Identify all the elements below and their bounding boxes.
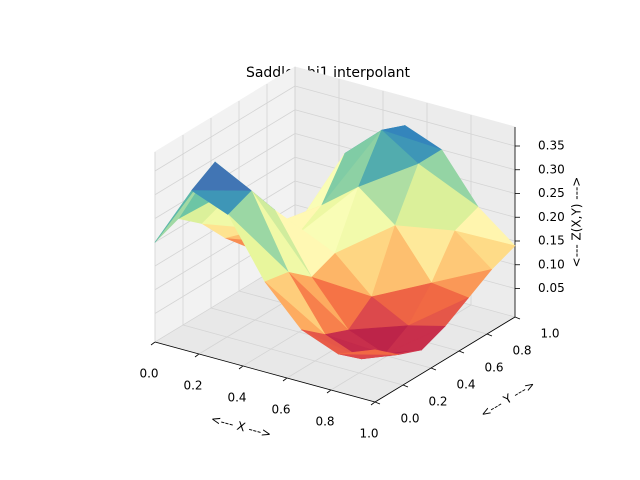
grid-line [294, 85, 516, 147]
tick-mark [370, 401, 376, 406]
tick-mark [238, 365, 244, 370]
z-tick-label: 0.30 [538, 162, 565, 176]
y-tick-label: 0.0 [400, 412, 419, 426]
y-axis-label: <--- Y ---> [478, 377, 538, 420]
y-tick-label: 0.8 [512, 344, 531, 358]
tick-mark [430, 367, 437, 371]
x-tick-label: 0.2 [183, 379, 202, 393]
x-tick-label: 1.0 [359, 427, 378, 441]
y-tick-label: 0.4 [456, 378, 475, 392]
tick-mark [326, 389, 332, 394]
z-tick-label: 0.15 [538, 234, 565, 248]
axis-line [154, 341, 376, 403]
tick-mark [374, 401, 381, 405]
axis-line [374, 316, 516, 403]
tick-mark [150, 341, 156, 346]
z-tick-label: 0.05 [538, 281, 565, 295]
x-tick-label: 0.8 [315, 415, 334, 429]
tick-mark [282, 377, 288, 382]
tick-mark [402, 384, 409, 388]
x-tick-label: 0.0 [139, 367, 158, 381]
z-tick-label: 0.35 [538, 139, 565, 153]
z-tick-label: 0.20 [538, 210, 565, 224]
grid-line [182, 324, 404, 386]
y-tick-label: 0.6 [484, 361, 503, 375]
surface-facet [337, 349, 399, 355]
z-axis-label: <--- Z(X,Y) ---> [570, 177, 584, 268]
y-tick-label: 1.0 [540, 327, 559, 341]
tick-mark [194, 353, 200, 358]
x-tick-label: 0.4 [227, 391, 246, 405]
z-tick-label: 0.10 [538, 257, 565, 271]
grid-line [154, 109, 296, 196]
tick-mark [458, 350, 465, 354]
tick-mark [514, 316, 521, 320]
x-axis-label: <--- X ---> [209, 412, 272, 442]
grid-line [154, 85, 296, 172]
tick-mark [486, 333, 493, 337]
x-tick-label: 0.6 [271, 403, 290, 417]
z-tick-label: 0.25 [538, 186, 565, 200]
y-tick-label: 0.2 [428, 395, 447, 409]
